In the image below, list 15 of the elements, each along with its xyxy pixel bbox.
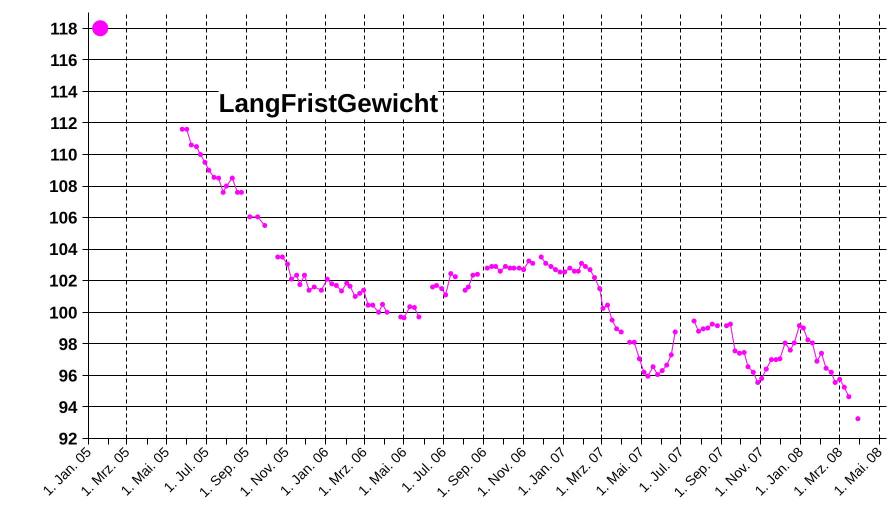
y-tick-label: 108 — [49, 177, 78, 196]
y-tick-label: 106 — [49, 208, 78, 228]
y-tick-label: 118 — [50, 19, 78, 38]
y-tick-label: 100 — [49, 303, 78, 322]
y-tick-label: 116 — [50, 50, 78, 70]
y-tick-label: 114 — [50, 82, 78, 102]
text: LangFristGewicht — [218, 88, 438, 118]
y-tick-label: 102 — [49, 272, 78, 291]
y-tick-label: 96 — [58, 366, 78, 386]
y-tick-label: 98 — [58, 334, 78, 354]
y-tick-label: 110 — [50, 146, 78, 164]
y-tick-label: 104 — [49, 240, 78, 260]
y-tick-label: 94 — [58, 398, 78, 417]
y-tick-label: 92 — [58, 430, 78, 448]
y-tick-label: 112 — [50, 114, 78, 133]
